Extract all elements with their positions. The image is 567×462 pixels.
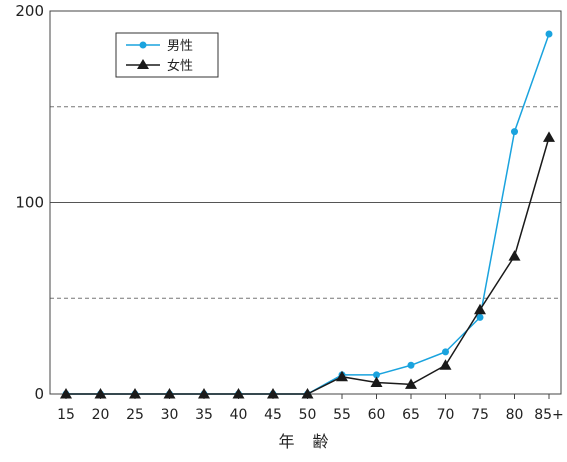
data-point xyxy=(94,388,107,399)
x-tick-label: 85+ xyxy=(534,407,564,423)
x-tick-label: 60 xyxy=(368,407,386,423)
data-point xyxy=(267,388,279,399)
data-point xyxy=(373,371,380,379)
data-point xyxy=(232,388,245,399)
x-tick-label: 55 xyxy=(333,407,351,423)
x-tick-label: 45 xyxy=(264,407,282,423)
x-tick-label: 15 xyxy=(57,407,75,423)
y-tick-label: 0 xyxy=(34,385,44,403)
y-tick-label: 200 xyxy=(15,2,44,20)
data-point xyxy=(129,388,141,399)
data-point xyxy=(476,313,484,321)
x-tick-label: 25 xyxy=(126,407,144,423)
x-tick-label: 65 xyxy=(402,407,420,423)
legend: 男性 女性 xyxy=(115,32,219,78)
legend-label-female: 女性 xyxy=(167,58,193,74)
x-tick-label: 80 xyxy=(506,407,524,423)
legend-box xyxy=(115,32,219,78)
series-line xyxy=(66,33,550,395)
data-point xyxy=(407,361,415,369)
x-tick-label: 20 xyxy=(92,407,110,423)
gridlines xyxy=(50,106,561,299)
data-point xyxy=(198,388,210,399)
data-point xyxy=(511,128,518,136)
data-point xyxy=(442,348,449,356)
data-point xyxy=(474,303,486,315)
legend-label-male: 男性 xyxy=(167,39,193,54)
series-female xyxy=(60,131,555,399)
x-tick-label: 75 xyxy=(471,407,489,423)
data-point xyxy=(405,378,417,389)
y-tick-label: 100 xyxy=(15,194,44,212)
x-tick-label: 70 xyxy=(437,407,455,423)
y-axis-ticks: 0 100 200 xyxy=(15,2,44,403)
data-point xyxy=(370,376,383,388)
x-tick-label: 30 xyxy=(161,407,179,423)
series-line xyxy=(66,137,550,395)
series-male xyxy=(62,30,553,398)
data-point xyxy=(543,131,555,142)
data-point xyxy=(439,359,452,370)
data-point xyxy=(336,370,348,382)
series-layer xyxy=(60,30,555,399)
x-tick-label: 35 xyxy=(195,407,213,423)
data-point xyxy=(545,30,553,38)
x-axis-label: 年 齢 xyxy=(278,432,329,451)
legend-marker-female xyxy=(137,59,149,69)
data-point xyxy=(60,388,72,399)
data-point xyxy=(163,388,176,399)
data-point xyxy=(508,250,521,261)
legend-marker-male xyxy=(139,41,147,49)
x-tick-label: 50 xyxy=(299,407,317,423)
data-point xyxy=(301,388,314,399)
x-tick-label: 40 xyxy=(230,407,248,423)
x-axis-ticks: 15 20 25 30 35 40 45 50 55 60 65 70 75 80 85+ xyxy=(57,394,564,423)
